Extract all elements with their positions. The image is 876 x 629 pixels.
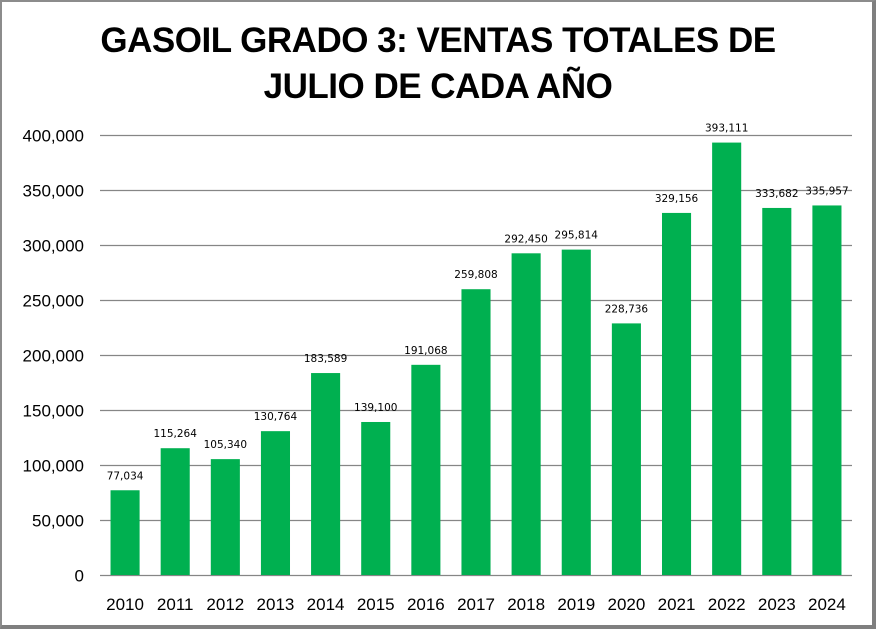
y-tick-label: 50,000	[32, 512, 84, 531]
y-tick-label: 200,000	[23, 347, 84, 366]
x-tick-label: 2014	[307, 595, 345, 614]
x-tick-label: 2024	[808, 595, 846, 614]
x-tick-label: 2018	[507, 595, 545, 614]
bar-2019	[561, 249, 591, 575]
x-tick-label: 2019	[557, 595, 595, 614]
bar-2022	[712, 142, 742, 576]
y-tick-label: 150,000	[23, 402, 84, 421]
data-labels: 77,034 115,264 105,340 130,764 183,589 139,10…	[107, 123, 849, 483]
data-label-2015: 139,100	[354, 402, 397, 414]
data-label-2010: 77,034	[107, 470, 144, 482]
bar-2015	[361, 421, 391, 575]
y-axis-tick-labels: 0 50,000 100,000 150,000 200,000 250,000 300,0…	[23, 127, 84, 586]
bar-2016	[411, 364, 441, 575]
data-label-2011: 115,264	[153, 428, 197, 440]
data-label-2019: 295,814	[555, 230, 599, 242]
data-label-2013: 130,764	[254, 411, 298, 423]
chart-title: GASOIL GRADO 3: VENTAS TOTALES DE JULIO …	[0, 18, 876, 110]
x-tick-label: 2022	[708, 595, 746, 614]
bar-2011	[160, 448, 190, 575]
x-tick-label: 2013	[257, 595, 295, 614]
x-tick-label: 2015	[357, 595, 395, 614]
bar-2024	[812, 205, 842, 575]
x-tick-label: 2021	[658, 595, 696, 614]
bar-2012	[210, 459, 240, 575]
y-tick-label: 350,000	[23, 182, 84, 201]
x-tick-label: 2010	[106, 595, 144, 614]
y-tick-label: 400,000	[23, 127, 84, 146]
bar-2017	[461, 289, 491, 575]
data-label-2018: 292,450	[504, 233, 547, 245]
y-tick-label: 300,000	[23, 237, 84, 256]
chart-title-line-1: GASOIL GRADO 3: VENTAS TOTALES DE	[100, 21, 776, 60]
x-tick-label: 2012	[206, 595, 244, 614]
data-label-2024: 335,957	[805, 185, 848, 197]
bar-2014	[311, 373, 341, 575]
x-tick-label: 2020	[607, 595, 645, 614]
x-tick-label: 2011	[157, 595, 194, 614]
bar-2020	[611, 323, 641, 575]
bars	[110, 142, 842, 576]
x-tick-label: 2017	[457, 595, 495, 614]
data-label-2020: 228,736	[605, 303, 649, 315]
bar-2023	[762, 207, 792, 575]
data-label-2016: 191,068	[404, 345, 447, 357]
bar-2010	[110, 490, 140, 575]
bar-2021	[661, 212, 692, 575]
data-label-2017: 259,808	[454, 269, 497, 281]
chart-title-line-2: JULIO DE CADA AÑO	[263, 67, 613, 106]
y-tick-label: 100,000	[23, 457, 84, 476]
x-axis-tick-labels: 2010 2011 2012 2013 2014 2015 2016 2017 2018 2019…	[106, 595, 846, 614]
data-label-2012: 105,340	[204, 439, 247, 451]
data-label-2022: 393,111	[705, 123, 748, 135]
data-label-2023: 333,682	[755, 188, 798, 200]
data-label-2021: 329,156	[655, 193, 699, 205]
data-label-2014: 183,589	[304, 353, 347, 365]
x-tick-label: 2016	[407, 595, 445, 614]
bar-2013	[260, 431, 291, 575]
bar-2018	[511, 253, 541, 575]
y-tick-label: 250,000	[23, 292, 84, 311]
x-tick-label: 2023	[758, 595, 796, 614]
y-tick-label: 0	[75, 567, 84, 586]
